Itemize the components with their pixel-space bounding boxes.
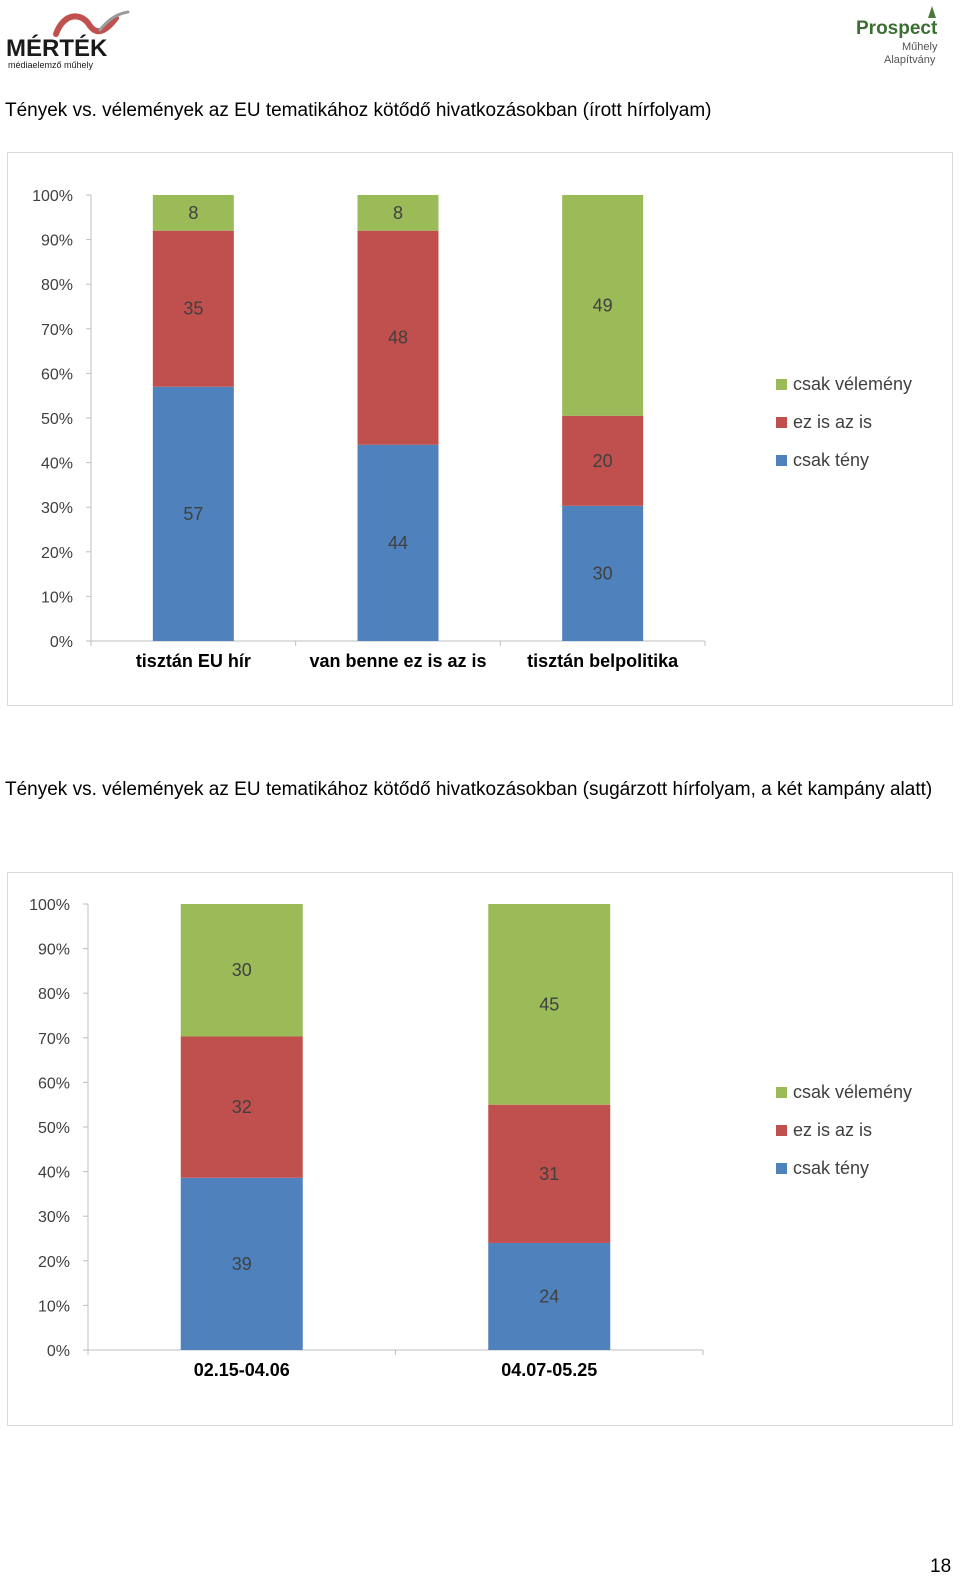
y-tick-label: 0% <box>50 634 73 651</box>
y-tick-label: 10% <box>38 1298 70 1315</box>
bar-segment-csak-vélemény <box>357 195 439 231</box>
legend-swatch-ez-is-az-is <box>776 1125 787 1136</box>
bar-segment-csak-tény <box>488 1242 611 1350</box>
legend-swatch-ez-is-az-is <box>776 417 787 428</box>
category-label: tisztán EU hír <box>136 651 251 671</box>
y-tick-label: 60% <box>38 1075 70 1092</box>
legend-label-ez-is-az-is: ez is az is <box>793 412 872 432</box>
y-tick-label: 20% <box>41 545 73 562</box>
data-label-csak-tény: 44 <box>388 533 408 553</box>
y-tick-label: 70% <box>38 1031 70 1048</box>
chart2-caption: Tények vs. vélemények az EU tematikához … <box>5 779 933 800</box>
legend-swatch-csak-vélemény <box>776 1087 787 1098</box>
logo-right-line2: Műhely <box>902 41 938 53</box>
y-tick-label: 50% <box>38 1120 70 1137</box>
chart1-caption: Tények vs. vélemények az EU tematikához … <box>5 100 712 121</box>
logo-left-word: MÉRTÉK <box>6 34 108 62</box>
logo-right-word: Prospect <box>856 18 938 39</box>
y-tick-label: 80% <box>38 986 70 1003</box>
data-label-ez-is-az-is: 32 <box>232 1097 252 1117</box>
bar-segment-ez-is-az-is <box>357 230 439 445</box>
data-label-csak-tény: 39 <box>232 1254 252 1274</box>
chart1-frame: 0% 10% 20% 30% 40% 50% 60% 70% 80% 90% 100% 57 35 8 ti… <box>7 152 953 706</box>
data-label-csak-tény: 24 <box>539 1286 559 1306</box>
legend-swatch-csak-tény <box>776 455 787 466</box>
data-label-csak-tény: 57 <box>183 504 203 524</box>
y-tick-label: 50% <box>41 411 73 428</box>
y-tick-label: 0% <box>47 1343 70 1360</box>
chart2-plot: 0% 10% 20% 30% 40% 50% 60% 70% 80% 90% 100% 39 32 30 0… <box>29 897 912 1380</box>
category-label: 04.07-05.25 <box>501 1360 597 1380</box>
data-label-ez-is-az-is: 48 <box>388 328 408 348</box>
logo-right-line3: Alapítvány <box>884 54 936 66</box>
bar-segment-csak-vélemény <box>180 904 303 1037</box>
data-label-csak-vélemény: 8 <box>188 203 198 223</box>
data-label-csak-vélemény: 45 <box>539 994 559 1014</box>
y-tick-label: 100% <box>29 897 70 914</box>
y-tick-label: 40% <box>41 456 73 473</box>
bar-segment-ez-is-az-is <box>152 230 234 387</box>
legend-label-csak-tény: csak tény <box>793 450 869 470</box>
y-tick-label: 100% <box>32 188 73 205</box>
bar-segment-ez-is-az-is <box>562 415 644 506</box>
y-tick-label: 70% <box>41 322 73 339</box>
category-label: 02.15-04.06 <box>194 1360 290 1380</box>
bar-segment-ez-is-az-is <box>180 1036 303 1178</box>
page-number: 18 <box>930 1556 952 1577</box>
data-label-csak-vélemény: 8 <box>393 203 403 223</box>
category-label: tisztán belpolitika <box>527 651 679 671</box>
data-label-csak-vélemény: 49 <box>593 295 613 315</box>
prospect-logo: Prospect Műhely Alapítvány <box>856 6 938 66</box>
legend-label-csak-tény: csak tény <box>793 1158 869 1178</box>
chart1-plot: 0% 10% 20% 30% 40% 50% 60% 70% 80% 90% 100% 57 35 8 ti… <box>32 188 912 671</box>
bar-segment-csak-tény <box>180 1177 303 1350</box>
legend-swatch-csak-vélemény <box>776 379 787 390</box>
y-tick-label: 10% <box>41 589 73 606</box>
y-tick-label: 30% <box>41 500 73 517</box>
y-tick-label: 90% <box>38 942 70 959</box>
legend-label-ez-is-az-is: ez is az is <box>793 1120 872 1140</box>
bar-segment-csak-tény <box>357 444 439 641</box>
y-tick-label: 90% <box>41 233 73 250</box>
data-label-csak-vélemény: 30 <box>232 960 252 980</box>
bar-segment-ez-is-az-is <box>488 1104 611 1243</box>
category-label: van benne ez is az is <box>309 651 486 671</box>
bar-segment-csak-vélemény <box>488 904 611 1105</box>
y-tick-label: 60% <box>41 366 73 383</box>
y-tick-label: 80% <box>41 277 73 294</box>
data-label-ez-is-az-is: 20 <box>593 451 613 471</box>
bar-segment-csak-tény <box>562 505 644 641</box>
data-label-ez-is-az-is: 31 <box>539 1164 559 1184</box>
y-tick-label: 20% <box>38 1254 70 1271</box>
bar-segment-csak-vélemény <box>152 195 234 231</box>
mertek-logo: MÉRTÉK médiaelemző műhely <box>6 10 130 70</box>
y-tick-label: 40% <box>38 1165 70 1182</box>
legend-swatch-csak-tény <box>776 1163 787 1174</box>
legend-label-csak-vélemény: csak vélemény <box>793 1082 912 1102</box>
chart2-frame: 0% 10% 20% 30% 40% 50% 60% 70% 80% 90% 100% 39 32 30 0… <box>7 872 953 1426</box>
bar-segment-csak-vélemény <box>562 195 644 416</box>
bar-segment-csak-tény <box>152 386 234 641</box>
data-label-csak-tény: 30 <box>593 563 613 583</box>
legend-label-csak-vélemény: csak vélemény <box>793 374 912 394</box>
data-label-ez-is-az-is: 35 <box>183 299 203 319</box>
logo-left-subtitle: médiaelemző műhely <box>8 60 94 70</box>
y-tick-label: 30% <box>38 1209 70 1226</box>
